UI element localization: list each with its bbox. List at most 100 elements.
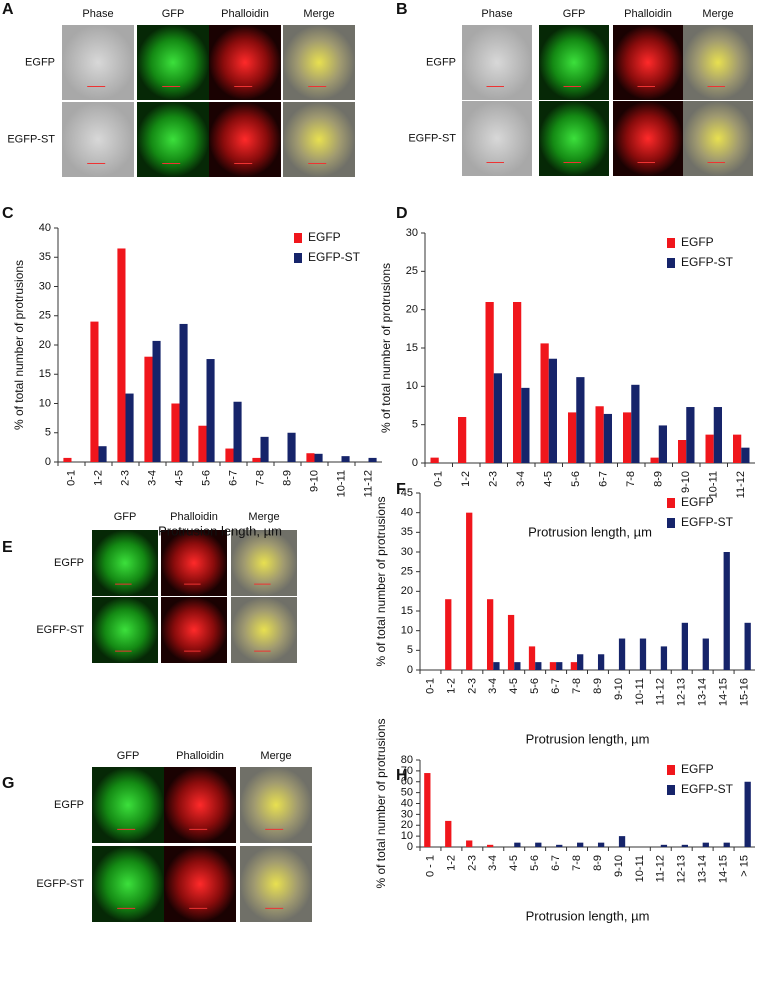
- bar: [639, 638, 647, 670]
- x-tick-label: 10-11: [335, 470, 347, 497]
- bar: [458, 417, 467, 463]
- x-tick-label: 0-1: [424, 678, 436, 694]
- bar: [206, 359, 215, 462]
- column-header: Phalloidin: [624, 8, 672, 20]
- legend-label: EGFP: [681, 495, 714, 509]
- x-tick-label: 3-4: [487, 855, 499, 871]
- bar: [507, 614, 515, 670]
- y-tick-label: 0: [407, 664, 413, 676]
- row-label: EGFP-ST: [7, 133, 55, 145]
- x-tick-label: 4-5: [173, 470, 185, 486]
- x-tick-label: 3-4: [487, 678, 499, 694]
- y-tick-label: 0: [412, 457, 418, 469]
- micrograph-image: [240, 767, 312, 843]
- legend-swatch: [667, 258, 675, 268]
- bar: [702, 638, 709, 670]
- column-header: Phalloidin: [176, 750, 224, 762]
- legend-label: EGFP: [681, 235, 714, 249]
- y-tick-label: 10: [401, 625, 413, 637]
- micrograph-image: [161, 530, 227, 596]
- bar: [678, 440, 687, 463]
- bar: [98, 446, 107, 462]
- bar: [306, 453, 315, 462]
- micrograph-image: [539, 101, 609, 176]
- y-tick-label: 20: [401, 819, 413, 831]
- x-tick-label: 5-6: [570, 471, 582, 487]
- bar: [513, 302, 522, 463]
- x-tick-label: 10-11: [634, 678, 646, 705]
- micrograph-image: [683, 101, 753, 176]
- micrograph-image: [92, 846, 164, 922]
- x-tick-label: 14-15: [718, 855, 730, 883]
- micrograph-image: [92, 767, 164, 843]
- y-axis-label: % of total number of protrusions: [379, 263, 393, 433]
- x-axis-label: Protrusion length, µm: [528, 524, 652, 539]
- row-label: EGFP: [54, 799, 84, 811]
- y-tick-label: 20: [406, 304, 418, 316]
- bar: [705, 434, 714, 463]
- x-tick-label: 11-12: [655, 855, 667, 882]
- bar: [445, 599, 452, 670]
- bar: [577, 654, 584, 670]
- y-tick-label: 25: [39, 310, 51, 322]
- row-label: EGFP-ST: [36, 624, 84, 636]
- bar: [341, 456, 350, 462]
- x-tick-label: 7-8: [571, 855, 583, 871]
- x-tick-label: 1-2: [92, 470, 104, 486]
- column-header: Merge: [702, 8, 733, 20]
- y-tick-label: 30: [39, 280, 51, 292]
- bar: [576, 377, 585, 463]
- panel-letter: E: [2, 539, 13, 556]
- y-tick-label: 40: [401, 797, 413, 809]
- column-header: GFP: [117, 750, 140, 762]
- y-tick-label: 20: [401, 585, 413, 597]
- bar: [681, 622, 688, 670]
- bar: [528, 646, 536, 670]
- y-tick-label: 40: [39, 222, 51, 234]
- bar: [198, 425, 207, 462]
- y-tick-label: 15: [39, 368, 51, 380]
- row-label: EGFP: [54, 557, 84, 569]
- y-tick-label: 30: [406, 227, 418, 239]
- column-header: Merge: [303, 8, 334, 20]
- column-header: Merge: [248, 511, 279, 523]
- bar: [618, 836, 626, 847]
- y-tick-label: 50: [401, 787, 413, 799]
- y-tick-label: 5: [45, 427, 51, 439]
- x-axis-label: Protrusion length, µm: [158, 523, 282, 538]
- y-tick-label: 0: [45, 456, 51, 468]
- micrograph-image: [240, 846, 312, 922]
- y-tick-label: 25: [401, 566, 413, 578]
- x-tick-label: 9-10: [613, 678, 625, 700]
- bar: [125, 393, 134, 462]
- bar: [466, 512, 473, 670]
- micrograph-image: [209, 102, 281, 177]
- y-tick-label: 70: [401, 765, 413, 777]
- x-tick-label: 4-5: [508, 678, 520, 694]
- x-tick-label: 1-2: [445, 678, 457, 694]
- x-tick-label: 0-1: [433, 471, 445, 487]
- column-header: Phase: [481, 8, 512, 20]
- bar: [487, 599, 494, 670]
- x-tick-label: 0 - 1: [424, 855, 436, 877]
- x-tick-label: 6-7: [598, 471, 610, 487]
- bar: [686, 407, 695, 463]
- bar: [535, 842, 542, 847]
- bar: [658, 425, 667, 463]
- y-tick-label: 45: [401, 487, 413, 499]
- x-tick-label: 9-10: [308, 470, 320, 492]
- bar: [595, 406, 604, 463]
- y-axis-label: % of total number of protrusions: [374, 496, 388, 666]
- x-tick-label: 12-13: [676, 678, 688, 706]
- x-tick-label: 5-6: [529, 678, 541, 694]
- bar: [225, 448, 234, 462]
- bar: [535, 662, 542, 670]
- bar: [179, 323, 188, 462]
- bar: [368, 457, 377, 462]
- column-header: Phase: [82, 8, 113, 20]
- micrograph-image: [164, 846, 236, 922]
- bar: [152, 340, 161, 462]
- panel-letter: H: [396, 767, 408, 784]
- y-tick-label: 80: [401, 754, 413, 766]
- bar: [485, 302, 494, 463]
